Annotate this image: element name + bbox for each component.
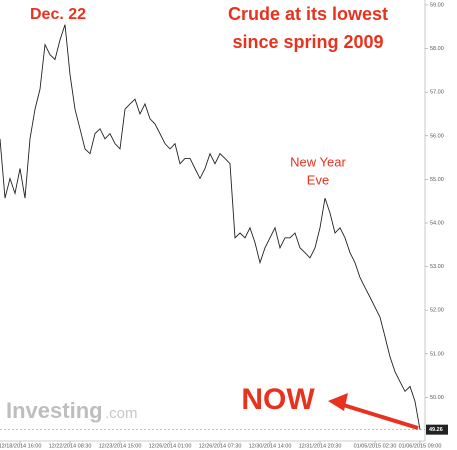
new-year-annotation: Eve bbox=[307, 172, 329, 187]
y-tick-label: 53.00 bbox=[430, 264, 444, 270]
y-tick-label: 52.00 bbox=[430, 308, 444, 314]
y-tick-label: 59.00 bbox=[430, 2, 444, 8]
x-tick-label: 12/18/2014 16:00 bbox=[0, 443, 41, 449]
now-arrow bbox=[328, 393, 419, 430]
last-price-label: 49.26 bbox=[429, 427, 443, 433]
watermark: Investing .com bbox=[6, 398, 138, 423]
title-line: Crude at its lowest bbox=[228, 4, 388, 24]
x-tick-label: 12/26/2014 07:30 bbox=[199, 443, 242, 449]
y-tick-label: 50.00 bbox=[430, 395, 444, 401]
x-tick-label: 01/06/2015 09:00 bbox=[399, 443, 442, 449]
peak-annotation: Dec. 22 bbox=[30, 6, 86, 23]
price-line bbox=[0, 24, 421, 430]
new-year-annotation: New Year bbox=[290, 154, 346, 169]
y-tick-label: 57.00 bbox=[430, 90, 444, 96]
x-tick-label: 12/31/2014 20:30 bbox=[299, 443, 342, 449]
y-tick-label: 56.00 bbox=[430, 133, 444, 139]
x-tick-label: 01/05/2015 02:30 bbox=[354, 443, 397, 449]
arrow-shaft bbox=[339, 402, 419, 430]
x-tick-label: 12/26/2014 01:00 bbox=[149, 443, 192, 449]
arrow-head bbox=[328, 393, 348, 411]
y-tick-label: 58.00 bbox=[430, 46, 444, 52]
watermark-brand: Investing bbox=[6, 398, 103, 423]
watermark-suffix: .com bbox=[105, 405, 138, 422]
x-tick-label: 12/23/2014 15:00 bbox=[99, 443, 142, 449]
x-tick-label: 12/22/2014 08:30 bbox=[49, 443, 92, 449]
last-price-box bbox=[426, 424, 448, 435]
y-tick-label: 51.00 bbox=[430, 351, 444, 357]
x-tick-label: 12/30/2014 14:00 bbox=[249, 443, 292, 449]
title-line: since spring 2009 bbox=[232, 32, 383, 52]
now-annotation: NOW bbox=[241, 383, 315, 416]
y-tick-label: 55.00 bbox=[430, 177, 444, 183]
y-tick-label: 54.00 bbox=[430, 220, 444, 226]
